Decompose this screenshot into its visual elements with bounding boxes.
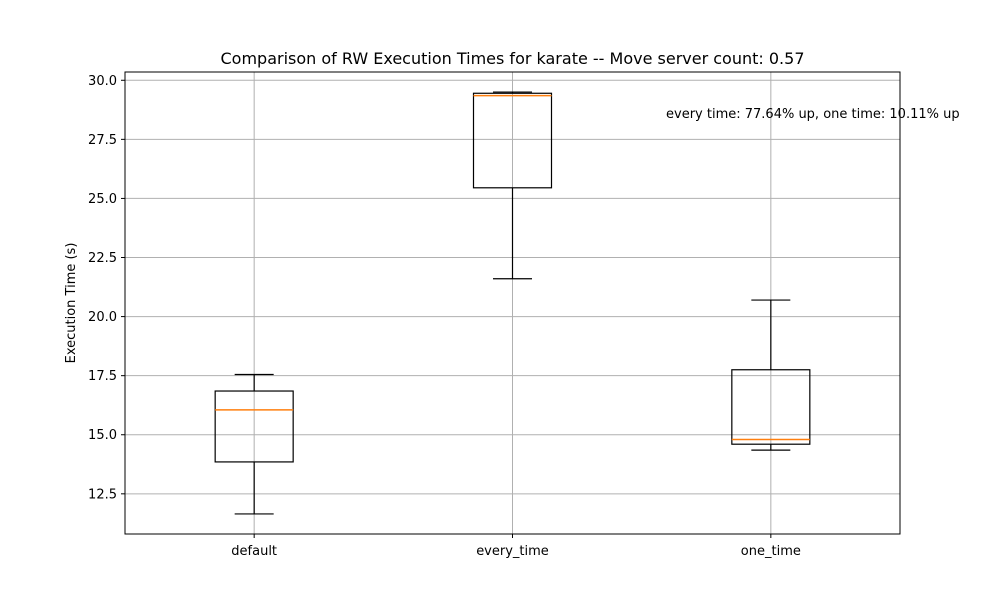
iqr-box xyxy=(472,92,553,189)
y-tick-label: 22.5 xyxy=(88,251,117,266)
iqr-box xyxy=(214,390,294,463)
y-tick-label: 12.5 xyxy=(88,487,117,502)
box-series xyxy=(214,91,811,515)
x-tick-label: every_time xyxy=(476,544,549,559)
y-tick-label: 17.5 xyxy=(88,369,117,384)
box-one_time xyxy=(731,299,811,451)
box-default xyxy=(214,373,294,515)
box-every_time xyxy=(472,91,553,280)
x-tick-label: one_time xyxy=(741,544,801,559)
y-tick-label: 25.0 xyxy=(88,192,117,207)
y-tick-label: 15.0 xyxy=(88,428,117,443)
x-tick-label: default xyxy=(231,544,277,559)
grid-lines xyxy=(125,72,900,534)
y-tick-label: 20.0 xyxy=(88,310,117,325)
annotation-text: every time: 77.64% up, one time: 10.11% … xyxy=(666,107,960,122)
y-axis-label: Execution Time (s) xyxy=(64,243,79,364)
chart-title: Comparison of RW Execution Times for kar… xyxy=(220,49,804,68)
iqr-box xyxy=(731,369,811,445)
y-tick-label: 30.0 xyxy=(88,74,117,89)
axis-ticks: 12.5 15.0 17.5 20.0 22.5 25.0 27.5 30.0 default e… xyxy=(88,74,801,559)
y-tick-label: 27.5 xyxy=(88,133,117,148)
